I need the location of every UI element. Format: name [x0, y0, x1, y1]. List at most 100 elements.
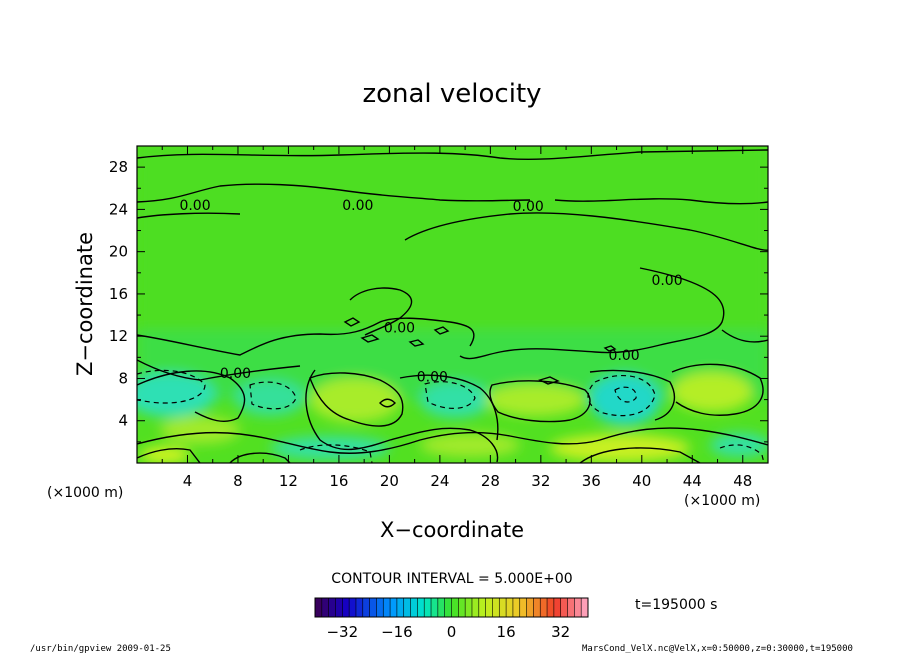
- x-axis-label: X−coordinate: [380, 518, 524, 542]
- contour-label: 0.00: [220, 366, 251, 382]
- contour-label: 0.00: [651, 273, 682, 289]
- colorbar-cell: [444, 598, 452, 617]
- footer-left: /usr/bin/gpview 2009-01-25: [30, 644, 171, 654]
- contour-line: [137, 183, 531, 203]
- colorbar: [314, 598, 589, 617]
- y-axis-label: Z−coordinate: [73, 232, 97, 376]
- x-tick-label: 40: [632, 472, 651, 490]
- colorbar-cell: [574, 598, 582, 617]
- colorbar-tick-label: 0: [447, 623, 457, 641]
- colorbar-cell: [519, 598, 528, 617]
- colorbar-tick-label: −16: [381, 623, 413, 641]
- colorbar-cell: [321, 598, 330, 617]
- contour-line: [721, 329, 768, 343]
- y-tick-label: 24: [109, 200, 128, 218]
- colorbar-frame: [314, 597, 589, 618]
- colorbar-cell: [349, 598, 357, 617]
- colorbar-cell: [492, 598, 500, 617]
- contour-line: [309, 372, 404, 427]
- contour-line: [305, 369, 499, 463]
- y-tick-label: 12: [109, 327, 128, 345]
- y-tick-label: 16: [109, 285, 128, 303]
- y-tick-label: 20: [109, 243, 128, 261]
- colorbar-cell: [458, 598, 466, 617]
- contour-line: [137, 317, 475, 356]
- colorbar-cell: [547, 598, 555, 617]
- colorbar-cell: [451, 598, 459, 617]
- colorbar-cell: [533, 598, 541, 617]
- x-tick-label: 36: [582, 472, 601, 490]
- colorbar-cell: [424, 598, 432, 617]
- contour-label: 0.00: [513, 199, 544, 215]
- x-tick-label: 4: [183, 472, 193, 490]
- contour-labels: 0.00 0.00 0.00 0.00 0.00 0.00 0.00 0.00: [179, 198, 682, 385]
- colorbar-cell: [355, 598, 364, 617]
- colorbar-cell: [410, 598, 418, 617]
- contour-lines: [137, 149, 768, 463]
- x-tick-label: 32: [531, 472, 550, 490]
- contour-line: [137, 448, 201, 463]
- contour-line: [671, 363, 764, 416]
- x-tick-label: 20: [380, 472, 399, 490]
- colorbar-cell: [499, 598, 507, 617]
- colorbar-cell: [383, 598, 391, 617]
- x-tick-label: 8: [233, 472, 243, 490]
- x-tick-label: 48: [733, 472, 752, 490]
- colorbar-cell: [328, 598, 336, 617]
- colorbar-cell: [342, 598, 350, 617]
- colorbar-tick-label: −32: [326, 623, 358, 641]
- colorbar-cell: [485, 598, 493, 617]
- contour-line: [489, 380, 591, 423]
- colorbar-cell: [369, 598, 377, 617]
- negative-contours: [137, 369, 765, 463]
- colorbar-cell: [567, 598, 575, 617]
- contour-label: 0.00: [609, 348, 640, 364]
- contour-line: [229, 452, 291, 463]
- colorbar-cell: [471, 598, 480, 617]
- contour-line: [589, 369, 675, 421]
- contour-label: 0.00: [417, 369, 448, 385]
- x-unit-label-right: (×1000 m): [684, 493, 760, 509]
- plot-frame: [136, 145, 769, 464]
- contour-line: [399, 374, 499, 441]
- colorbar-cell: [581, 598, 589, 617]
- colorbar-cell: [403, 598, 412, 617]
- x-tick-label: 44: [683, 472, 702, 490]
- contour-line: [349, 287, 413, 336]
- y-axis: 4 8 12 16 20 24 28: [109, 158, 768, 443]
- colorbar-cell: [512, 598, 521, 617]
- contour-line: [137, 149, 768, 161]
- footer-right: MarsCond_VelX.nc@VelX,x=0:50000,z=0:3000…: [582, 644, 853, 654]
- y-tick-label: 4: [118, 412, 128, 430]
- contour-line: [137, 370, 246, 422]
- colorbar-ticks: −32 −16 0 16 32: [326, 623, 570, 641]
- plot-area: 0.00 0.00 0.00 0.00 0.00 0.00 0.00 0.00: [137, 146, 768, 463]
- time-label: t=195000 s: [635, 597, 717, 613]
- colorbar-tick-label: 32: [551, 623, 570, 641]
- colorbar-cell: [506, 598, 514, 617]
- colorbar-cell: [390, 598, 398, 617]
- colorbar-cell: [560, 598, 569, 617]
- colorbar-cell: [478, 598, 487, 617]
- colorbar-cell: [396, 598, 405, 617]
- colorbar-cell: [431, 598, 439, 617]
- colorbar-cell: [553, 598, 562, 617]
- chart-title: zonal velocity: [362, 79, 541, 109]
- y-tick-label: 8: [118, 369, 128, 387]
- x-tick-label: 28: [481, 472, 500, 490]
- x-tick-label: 24: [430, 472, 449, 490]
- contour-line: [554, 198, 768, 205]
- contour-line: [404, 212, 768, 251]
- colorbar-cell: [437, 598, 446, 617]
- x-axis: 4 8 12 16 20 24 28 32 36 40 44 48: [161, 146, 752, 490]
- colorbar-cell: [376, 598, 384, 617]
- colorbar-cell: [526, 598, 534, 617]
- contour-line: [459, 267, 725, 360]
- x-tick-label: 12: [279, 472, 298, 490]
- field-shading: [137, 146, 768, 463]
- contour-line: [137, 212, 241, 219]
- colorbar-cell: [540, 598, 548, 617]
- x-unit-label-left: (×1000 m): [47, 485, 123, 501]
- colorbar-cell: [335, 598, 343, 617]
